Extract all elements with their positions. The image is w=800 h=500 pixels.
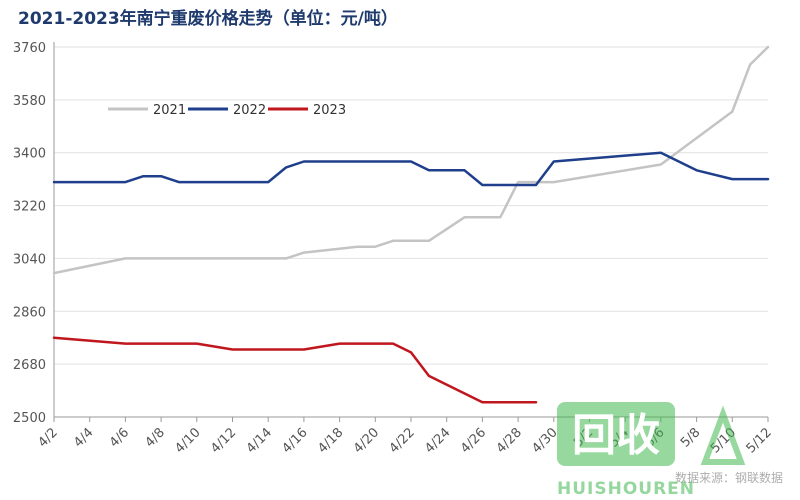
series-lines bbox=[52, 45, 770, 404]
x-tick-label: 5/10 bbox=[708, 425, 739, 456]
chart-title: 2021-2023年南宁重废价格走势（单位：元/吨） bbox=[18, 9, 398, 29]
series-line-2022 bbox=[52, 151, 770, 187]
x-tick-label: 4/8 bbox=[143, 425, 168, 450]
x-tick-label: 4/22 bbox=[387, 425, 418, 456]
legend-label-2021: 2021 bbox=[153, 103, 186, 118]
x-tick-label: 5/8 bbox=[678, 425, 703, 450]
legend-label-2023: 2023 bbox=[313, 103, 346, 118]
y-axis-labels: 2500 2680 2860 3040 3220 3400 3580 3760 bbox=[13, 41, 46, 426]
x-tick-label: 4/4 bbox=[71, 425, 96, 450]
x-tick-label: 4/6 bbox=[107, 425, 132, 450]
x-tick-label: 4/18 bbox=[315, 425, 346, 456]
x-tick-label: 5/4 bbox=[607, 425, 632, 450]
x-axis-labels: 4/2 4/4 4/6 4/8 4/10 4/12 4/14 4/16 4/18 4/20 4/22… bbox=[35, 425, 774, 456]
series-line-2023 bbox=[52, 336, 538, 404]
y-tick-label: 2500 bbox=[13, 411, 46, 426]
y-tick-label: 3400 bbox=[13, 147, 46, 162]
x-tick-label: 4/10 bbox=[172, 425, 203, 456]
x-tick-label: 4/20 bbox=[351, 425, 382, 456]
y-tick-label: 3760 bbox=[13, 41, 46, 56]
x-tick-label: 4/12 bbox=[208, 425, 239, 456]
x-tick-label: 5/6 bbox=[642, 425, 667, 450]
y-tick-label: 2680 bbox=[13, 358, 46, 373]
grid-lines bbox=[53, 42, 768, 418]
x-tick-label: 4/2 bbox=[35, 425, 60, 450]
legend: 2021 2022 2023 bbox=[108, 103, 346, 118]
y-tick-label: 3040 bbox=[13, 252, 46, 267]
x-tick-label: 4/14 bbox=[244, 425, 275, 456]
x-tick-label: 5/12 bbox=[744, 425, 775, 456]
x-tick-label: 5/2 bbox=[571, 425, 596, 450]
x-tick-label: 4/30 bbox=[529, 425, 560, 456]
x-tick-label: 4/16 bbox=[279, 425, 310, 456]
x-tick-label: 4/28 bbox=[494, 425, 525, 456]
legend-label-2022: 2022 bbox=[233, 103, 266, 118]
y-tick-label: 2860 bbox=[13, 305, 46, 320]
x-tick-label: 4/24 bbox=[422, 425, 453, 456]
x-axis bbox=[53, 417, 769, 422]
y-tick-label: 3220 bbox=[13, 200, 46, 215]
y-tick-label: 3580 bbox=[13, 94, 46, 109]
x-tick-label: 4/26 bbox=[458, 425, 489, 456]
series-line-2021 bbox=[52, 45, 770, 275]
